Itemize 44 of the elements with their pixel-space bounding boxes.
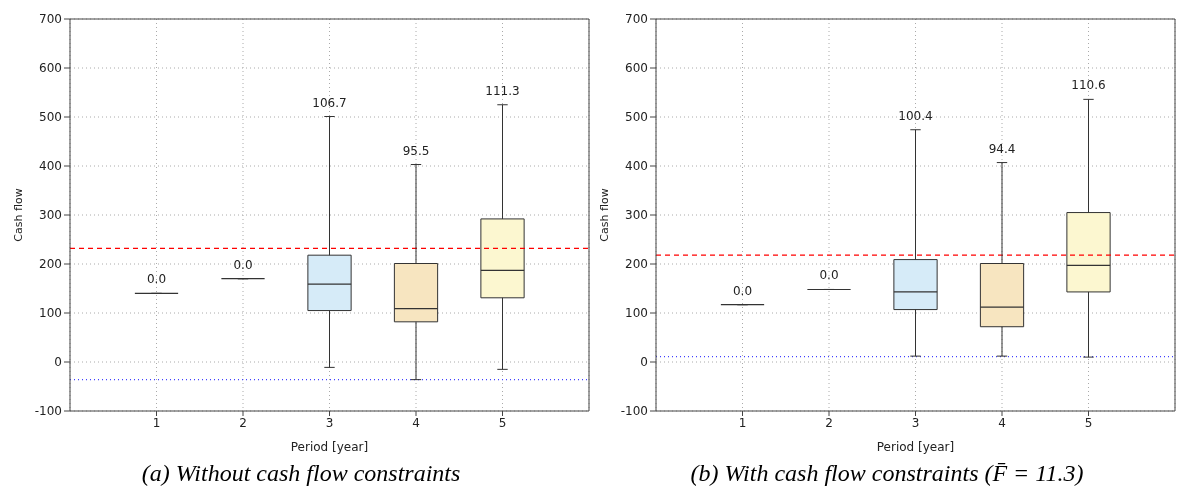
x-tick-label: 5	[1084, 415, 1093, 430]
annotation: 0.0	[732, 283, 753, 298]
y-tick-label: 300	[625, 208, 648, 223]
y-tick-label: 300	[39, 208, 62, 223]
y-tick-label: 600	[39, 61, 62, 76]
y-tick-label: 600	[625, 61, 648, 76]
x-tick-label: 1	[152, 415, 161, 430]
annotation: 106.7	[312, 95, 347, 110]
annotation: 100.4	[898, 108, 933, 123]
y-tick-label: 0	[640, 355, 648, 370]
annotation: 95.5	[402, 143, 430, 158]
x-tick-label: 4	[412, 415, 420, 430]
y-tick-label: 0	[54, 355, 62, 370]
y-tick-label: 700	[625, 12, 648, 27]
y-tick-label: -100	[620, 404, 648, 419]
text: (a) Without cash flow constraints	[141, 460, 461, 487]
x-tick-label: 2	[825, 415, 833, 430]
x-tick-label: 4	[998, 415, 1006, 430]
y-tick-label: 100	[39, 306, 62, 321]
annotation: 0.0	[819, 268, 839, 283]
y-axis-title: Cash flow	[597, 188, 611, 242]
annotation: 94.4	[988, 141, 1016, 156]
y-tick-label: 500	[39, 110, 62, 125]
y-tick-label: 500	[625, 110, 648, 125]
annotation: 0.0	[233, 257, 253, 272]
y-tick-label: 400	[625, 159, 648, 174]
y-tick-label: 700	[39, 12, 62, 27]
x-tick-label: 3	[911, 415, 920, 430]
y-tick-label: 200	[39, 257, 62, 272]
annotation: 111.3	[485, 83, 520, 98]
x-tick-label: 5	[498, 415, 507, 430]
annotation: 110.6	[1071, 78, 1106, 93]
y-tick-label: 100	[625, 306, 648, 321]
x-axis-title: Period [year]	[876, 440, 955, 454]
y-axis-title: Cash flow	[11, 188, 25, 242]
text: (b) With cash flow constraints (F̄ = 11.3)	[690, 460, 1084, 487]
x-tick-label: 2	[239, 415, 247, 430]
y-tick-label: 400	[39, 159, 62, 174]
y-tick-label: 200	[625, 257, 648, 272]
x-tick-label: 1	[738, 415, 747, 430]
y-tick-label: -100	[34, 404, 62, 419]
annotation: 0.0	[146, 272, 167, 287]
x-tick-label: 3	[325, 415, 334, 430]
x-axis-title: Period [year]	[290, 440, 369, 454]
